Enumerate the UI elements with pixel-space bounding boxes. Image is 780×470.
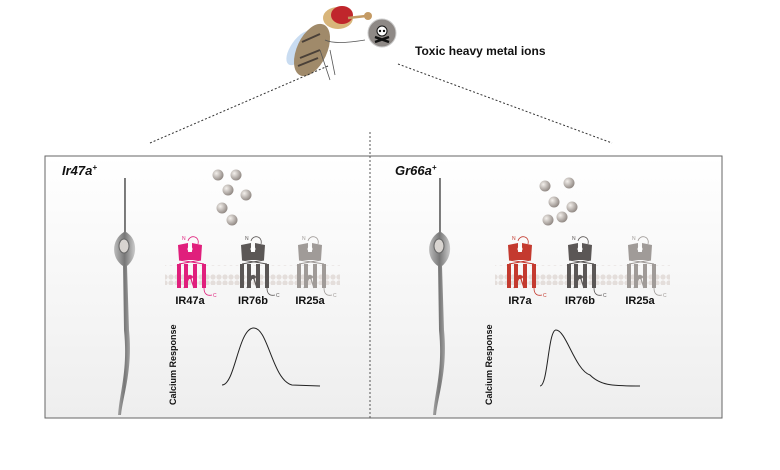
metal-ion <box>230 169 242 181</box>
receptor-ir76b: N C IR76b <box>238 236 280 307</box>
calcium-response-trace <box>539 329 641 387</box>
panel-frame <box>44 155 723 419</box>
panel-2: Gr66a+ N C IR7a N C IR76b N C IR25a Calcium Respon… <box>395 163 670 415</box>
calcium-response-label: Calcium Response <box>484 324 494 405</box>
receptor-ir25a: N C IR25a <box>295 236 337 307</box>
metal-ion <box>548 196 560 208</box>
c-terminal-label: C <box>333 293 337 299</box>
n-terminal-label: N <box>182 236 186 242</box>
skull-icon <box>367 18 397 48</box>
metal-ion <box>212 169 224 181</box>
calcium-response-label: Calcium Response <box>168 324 178 405</box>
n-terminal-label: N <box>632 236 636 242</box>
n-terminal-label: N <box>245 236 249 242</box>
receptor-label: IR25a <box>295 295 325 307</box>
metal-ion <box>539 180 551 192</box>
receptor-label: IR25a <box>625 295 655 307</box>
metal-ion <box>542 214 554 226</box>
n-terminal-label: N <box>512 236 516 242</box>
n-terminal-label: N <box>302 236 306 242</box>
metal-ion <box>216 202 228 214</box>
panel-title: Ir47a+ <box>62 163 97 178</box>
cell-membrane <box>165 265 340 285</box>
calcium-response-trace <box>221 327 321 387</box>
c-terminal-label: C <box>663 293 667 299</box>
metal-ion <box>566 201 578 213</box>
c-terminal-label: C <box>213 293 217 299</box>
zoom-line-right <box>397 63 613 144</box>
receptor-ir25a: N C IR25a <box>625 236 667 307</box>
receptor-label: IR47a <box>175 295 205 307</box>
metal-ion <box>240 189 252 201</box>
receptor-label: IR7a <box>508 295 532 307</box>
panel-1: Ir47a+ N C IR47a N C IR76b N C IR25a Calcium Respo… <box>62 163 340 415</box>
zoom-line-left <box>149 65 329 144</box>
receptor-ir47a: N C IR47a <box>175 236 217 307</box>
neuron <box>429 178 451 415</box>
receptor-ir7a: N C IR7a <box>507 236 547 307</box>
panel-title: Gr66a+ <box>395 163 437 178</box>
c-terminal-label: C <box>603 293 607 299</box>
c-terminal-label: C <box>543 293 547 299</box>
neuron <box>114 178 136 415</box>
c-terminal-label: C <box>276 293 280 299</box>
fly-illustration <box>286 6 372 81</box>
metal-ion <box>226 214 238 226</box>
metal-ion <box>563 177 575 189</box>
stimulus-label: Toxic heavy metal ions <box>415 44 546 58</box>
metal-ion <box>556 211 568 223</box>
cell-membrane <box>495 265 670 285</box>
n-terminal-label: N <box>572 236 576 242</box>
metal-ion <box>222 184 234 196</box>
receptor-ir76b: N C IR76b <box>565 236 607 307</box>
receptor-label: IR76b <box>565 295 595 307</box>
receptor-label: IR76b <box>238 295 268 307</box>
